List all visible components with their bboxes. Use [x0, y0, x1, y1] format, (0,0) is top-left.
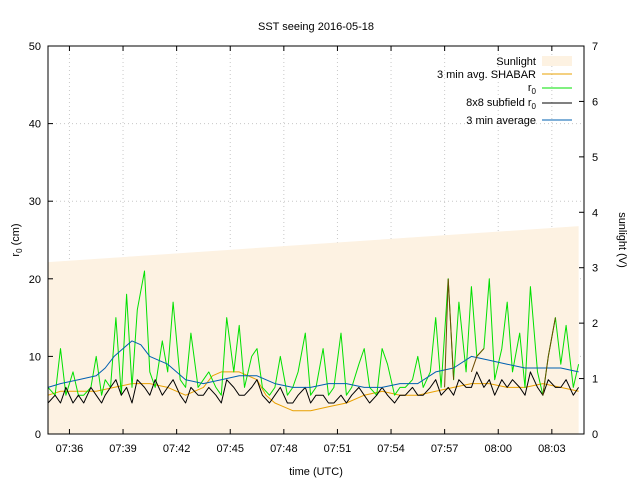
y-axis-left: 0 10 20 30 40 50 [29, 41, 53, 441]
y-axis-title-sub: 0 [15, 248, 24, 253]
x-tick-label: 07:54 [377, 443, 405, 455]
legend-label-average: 3 min average [466, 115, 536, 127]
overlap-peak-segment [444, 278, 455, 388]
x-tick-label: 07:45 [216, 443, 244, 455]
x-tick-label: 08:03 [538, 443, 566, 455]
legend: Sunlight 3 min avg. SHABAR r0 8x8 subfie… [437, 56, 572, 127]
x-tick-label: 08:00 [484, 443, 512, 455]
series-lines-layer [47, 270, 580, 412]
y-tick-label: 0 [35, 429, 41, 441]
overlap-peak-segment [542, 317, 556, 396]
y2-tick-label: 6 [592, 96, 598, 108]
sunlight-area-layer [48, 226, 579, 434]
legend-swatch-sunlight [542, 56, 572, 66]
legend-entry-average: 3 min average [466, 115, 572, 127]
y-axis-right: 0 1 2 3 4 5 6 7 [579, 41, 598, 441]
legend-label-subfield-sub: 0 [532, 102, 537, 111]
x-tick-label: 07:39 [109, 443, 137, 455]
y-axis-title: r0 (cm) [10, 223, 24, 256]
series-line-r0 [47, 270, 580, 396]
x-axis-title: time (UTC) [289, 466, 343, 478]
y2-tick-label: 7 [592, 41, 598, 53]
y2-tick-label: 0 [592, 429, 598, 441]
y2-tick-label: 1 [592, 374, 598, 386]
legend-entry-subfield: 8x8 subfield r0 [466, 97, 572, 111]
x-tick-label: 07:48 [270, 443, 298, 455]
y-axis-title-base: r [10, 253, 22, 257]
series-line-average [47, 340, 579, 388]
legend-entry-sunlight: Sunlight [496, 56, 572, 68]
y-tick-label: 50 [29, 41, 41, 53]
chart-title: SST seeing 2016-05-18 [258, 21, 374, 33]
y2-tick-label: 4 [592, 207, 598, 219]
y-tick-label: 20 [29, 274, 41, 286]
y2-tick-label: 2 [592, 318, 598, 330]
legend-label-shabar: 3 min avg. SHABAR [437, 69, 536, 81]
x-axis: 07:36 07:39 07:42 07:45 07:48 07:51 07:54 07:57… [56, 46, 566, 455]
overlap-peak-segment [470, 348, 485, 373]
x-tick-label: 07:57 [431, 443, 459, 455]
y2-tick-label: 5 [592, 152, 598, 164]
y-tick-label: 10 [29, 351, 41, 363]
legend-label-sunlight: Sunlight [496, 56, 536, 68]
sunlight-area [48, 226, 579, 434]
y-tick-label: 40 [29, 119, 41, 131]
x-tick-label: 07:51 [324, 443, 352, 455]
legend-label-r0-base: r [528, 82, 532, 94]
legend-label-r0: r0 [528, 82, 537, 96]
legend-label-subfield: 8x8 subfield r0 [466, 97, 536, 111]
legend-label-r0-sub: 0 [532, 87, 537, 96]
y-axis-title-rest: (cm) [10, 223, 22, 248]
plot-frame [47, 45, 585, 435]
y2-axis-title: sunlight (V) [616, 212, 628, 268]
x-tick-label: 07:42 [163, 443, 191, 455]
series-line-subfield [47, 371, 580, 404]
x-tick-label: 07:36 [56, 443, 84, 455]
y2-tick-label: 3 [592, 263, 598, 275]
legend-label-subfield-base: 8x8 subfield r [466, 97, 532, 109]
y-tick-label: 30 [29, 196, 41, 208]
legend-entry-r0: r0 [528, 82, 572, 96]
legend-entry-shabar: 3 min avg. SHABAR [437, 69, 572, 81]
